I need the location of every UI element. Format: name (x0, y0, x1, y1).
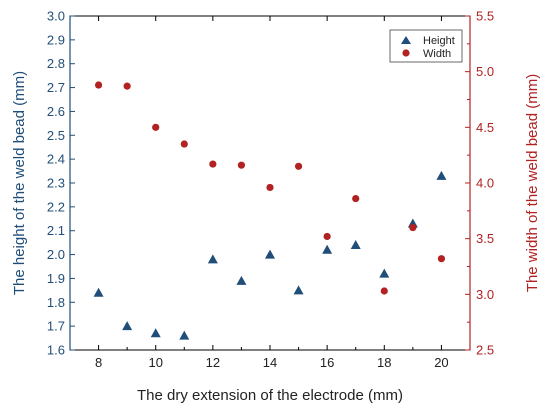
height-point (322, 244, 333, 254)
left-axis-title: The height of the weld bead (mm) (11, 71, 28, 295)
marks-layer (93, 81, 447, 340)
width-point (409, 223, 417, 232)
right-tick-label: 3.0 (476, 287, 494, 302)
legend-width-marker (402, 49, 410, 57)
right-tick-label: 5.5 (476, 9, 494, 24)
width-point (209, 160, 217, 168)
height-point (436, 170, 447, 180)
legend-box (389, 29, 463, 63)
plot-frame (69, 15, 471, 351)
height-point (179, 330, 190, 340)
left-tick-label: 2.2 (47, 199, 65, 214)
x-tick-label: 20 (434, 355, 448, 370)
axes-layer: 8 10 12 14 16 18 20 1.6 1.7 1.8 1.9 2.0 2.1 2.2 2.3 2.4… (47, 9, 494, 371)
x-tick-label: 8 (95, 355, 102, 370)
left-tick-label: 2.0 (47, 247, 65, 262)
left-tick-label: 2.5 (47, 128, 65, 143)
right-axis-title: The width of the weld bead (mm) (524, 74, 541, 292)
legend-height-marker (401, 36, 411, 44)
width-point (294, 162, 303, 170)
left-tick-label: 3.0 (47, 9, 65, 24)
left-tick-label: 2.1 (47, 223, 65, 238)
left-tick-label: 1.7 (47, 319, 65, 334)
right-tick-label: 4.0 (476, 176, 494, 191)
left-tick-label: 2.6 (47, 104, 65, 119)
height-point (350, 240, 361, 250)
left-tick-label: 2.9 (47, 32, 65, 47)
height-point (236, 275, 247, 285)
right-tick-label: 2.5 (476, 343, 494, 358)
left-tick-label: 2.8 (47, 56, 65, 71)
width-point (180, 140, 188, 148)
height-point (150, 328, 161, 338)
width-point (380, 287, 388, 295)
height-point (93, 287, 104, 297)
x-axis-title: The dry extension of the electrode (mm) (137, 387, 403, 404)
height-point (122, 321, 133, 331)
legend: Height Width (389, 29, 463, 63)
legend-width-label: Width (423, 48, 451, 60)
height-point (293, 285, 304, 295)
x-tick-label: 16 (320, 355, 334, 370)
width-point (94, 81, 103, 89)
width-point (437, 255, 446, 263)
height-point (265, 249, 275, 259)
width-point (352, 194, 360, 203)
left-tick-label: 1.6 (47, 343, 65, 358)
x-tick-label: 14 (263, 355, 277, 370)
right-tick-label: 3.5 (476, 231, 494, 246)
width-point (152, 123, 160, 131)
x-tick-label: 10 (148, 355, 162, 370)
left-tick-label: 1.8 (47, 295, 65, 310)
left-tick-label: 2.4 (47, 152, 65, 167)
x-tick-label: 12 (206, 355, 220, 370)
x-tick-label: 18 (377, 355, 391, 370)
right-tick-label: 5.0 (476, 64, 494, 79)
width-point (323, 232, 331, 241)
left-tick-label: 1.9 (47, 271, 65, 286)
legend-height-label: Height (423, 35, 455, 47)
height-point (207, 254, 218, 264)
width-point (266, 183, 274, 192)
width-point (237, 161, 246, 169)
left-tick-label: 2.7 (47, 80, 65, 95)
right-tick-label: 4.5 (476, 120, 494, 135)
height-point (379, 268, 390, 278)
width-point (123, 82, 131, 90)
left-tick-label: 2.3 (47, 176, 65, 191)
